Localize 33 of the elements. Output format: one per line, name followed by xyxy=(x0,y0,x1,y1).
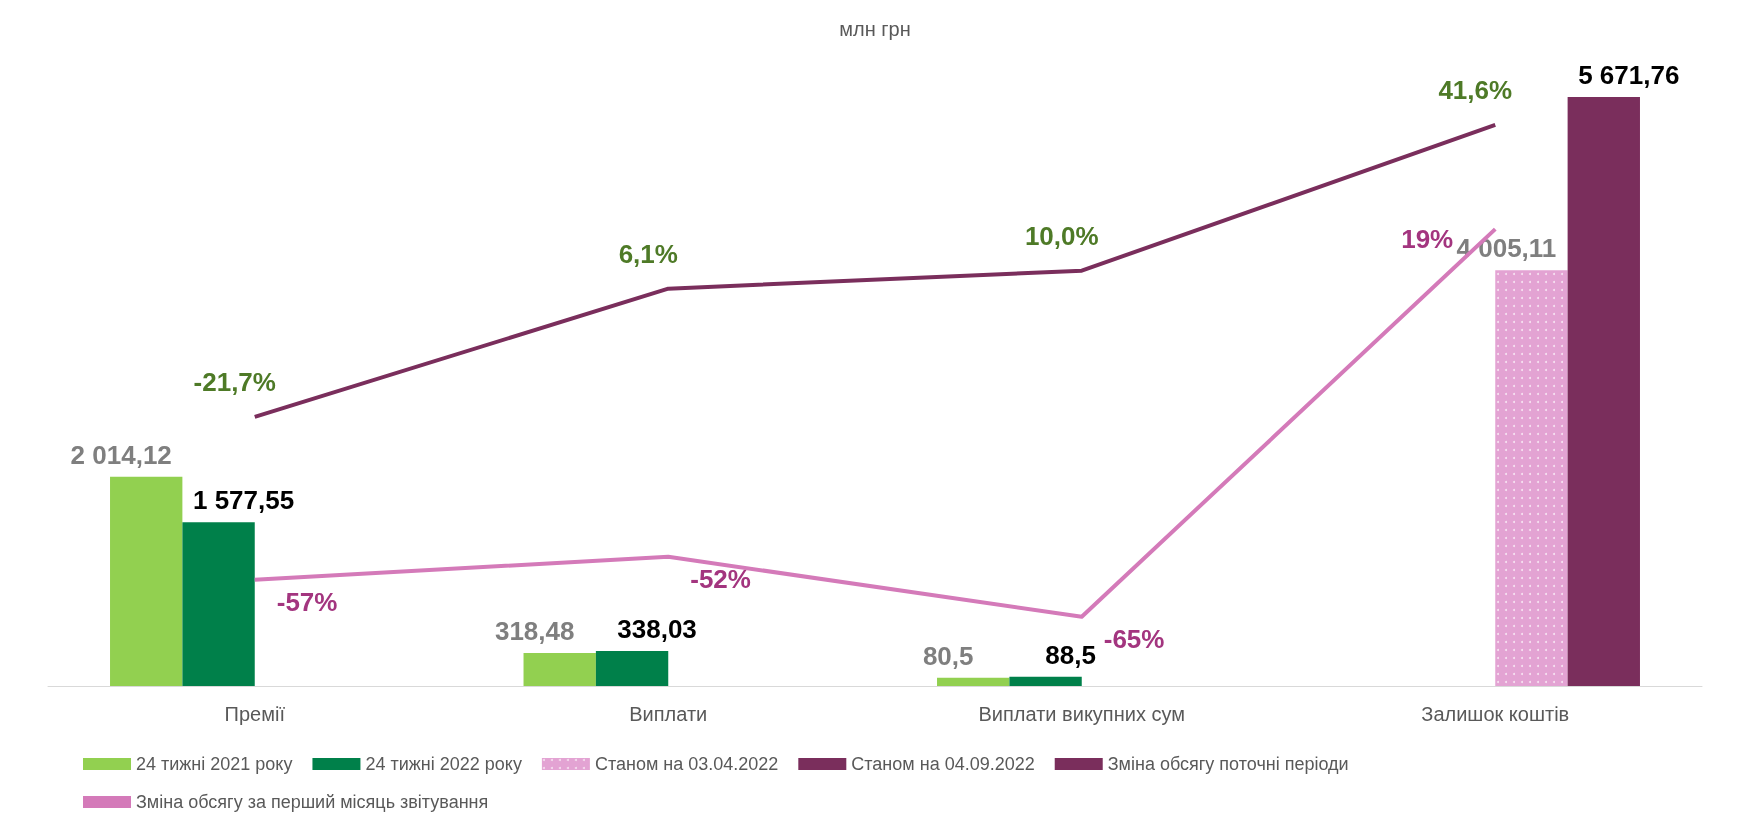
x-tick-label: Виплати xyxy=(629,703,708,725)
legend-label: Станом на 03.04.2022 xyxy=(594,754,779,774)
data-label: 41,6% xyxy=(1438,74,1513,105)
bar xyxy=(937,677,1010,686)
legend-label: Станом на 04.09.2022 xyxy=(851,754,1035,774)
data-label: 5 671,76 xyxy=(1578,60,1680,91)
data-label: 2 014,12 xyxy=(70,439,172,470)
data-label: 10,0% xyxy=(1024,220,1099,251)
bar xyxy=(523,652,596,686)
data-label: -65% xyxy=(1103,623,1165,654)
legend-label: 24 тижні 2021 року xyxy=(136,754,293,774)
bar xyxy=(182,522,255,686)
bar xyxy=(595,650,669,686)
data-label: 318,48 xyxy=(494,615,575,646)
chart-title: млн грн xyxy=(839,18,911,40)
data-label: -21,7% xyxy=(193,366,276,397)
data-label: 88,5 xyxy=(1045,639,1096,670)
x-tick-label: Виплати викупних сум xyxy=(978,703,1185,725)
data-label: -52% xyxy=(690,563,751,594)
bar xyxy=(110,476,183,686)
bar xyxy=(1567,97,1640,686)
legend-label: 24 тижні 2022 року xyxy=(365,754,522,774)
x-tick-label: Залишок коштів xyxy=(1421,703,1570,725)
data-label: 6,1% xyxy=(618,238,678,269)
data-label: 80,5 xyxy=(922,640,974,671)
legend-label: Зміна обсягу за перший місяць звітування xyxy=(136,792,489,812)
data-label: 1 577,55 xyxy=(192,485,295,516)
data-label: 19% xyxy=(1401,224,1454,255)
legend-label: Зміна обсягу поточні періоди xyxy=(1107,754,1349,774)
x-tick-label: Премії xyxy=(224,703,286,725)
data-label: -57% xyxy=(276,586,338,617)
bar xyxy=(1009,676,1082,686)
data-label: 338,03 xyxy=(617,613,697,644)
